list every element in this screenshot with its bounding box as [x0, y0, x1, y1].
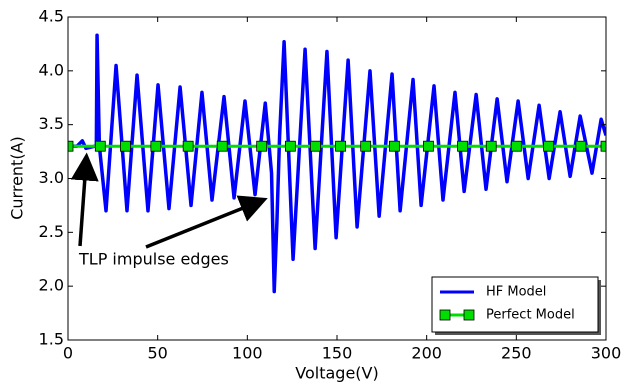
y-axis-label: Current(A) [8, 136, 27, 220]
data-point [284, 140, 296, 152]
y-tick-label: 2.5 [39, 222, 64, 241]
legend-label: Perfect Model [486, 308, 575, 323]
legend-marker [463, 309, 475, 321]
y-tick-label: 4.5 [39, 7, 64, 26]
data-point [150, 140, 162, 152]
data-point [68, 140, 74, 152]
x-tick-label: 50 [147, 344, 167, 363]
data-point [600, 140, 606, 152]
y-tick-label: 2.0 [39, 276, 64, 295]
data-point [485, 140, 497, 152]
legend: HF Model Perfect Model [431, 276, 601, 335]
data-point [335, 140, 346, 152]
data-point [360, 140, 372, 152]
x-tick-label: 300 [591, 344, 622, 363]
annotation-arrow [145, 195, 268, 249]
annotation: TLP impulse edges [78, 250, 229, 269]
data-point [575, 140, 587, 152]
x-axis-label: Voltage(V) [295, 364, 378, 383]
x-tick-label: 150 [322, 344, 353, 363]
x-tick-label: 0 [63, 344, 73, 363]
data-point [182, 140, 194, 152]
data-point [94, 140, 106, 152]
plot-area [68, 33, 606, 294]
y-tick-label: 3.5 [39, 114, 64, 133]
data-point [423, 140, 434, 152]
x-tick-label: 200 [411, 344, 442, 363]
y-tick-label: 3.0 [39, 168, 64, 187]
data-point [543, 140, 555, 152]
y-tick-label: 1.5 [39, 330, 64, 349]
data-point [510, 140, 522, 152]
x-tick-label: 250 [501, 344, 532, 363]
data-point [388, 140, 400, 152]
data-point [256, 140, 268, 152]
data-point [119, 140, 131, 152]
legend-box [431, 276, 599, 333]
data-point [310, 140, 321, 152]
y-tick-label: 4.0 [39, 60, 64, 79]
legend-label: HF Model [486, 285, 546, 300]
legend-marker [439, 309, 451, 321]
annotation-arrow [70, 152, 99, 247]
data-point [457, 140, 468, 152]
data-line [68, 33, 606, 294]
x-tick-label: 100 [232, 344, 263, 363]
data-point [216, 140, 228, 152]
